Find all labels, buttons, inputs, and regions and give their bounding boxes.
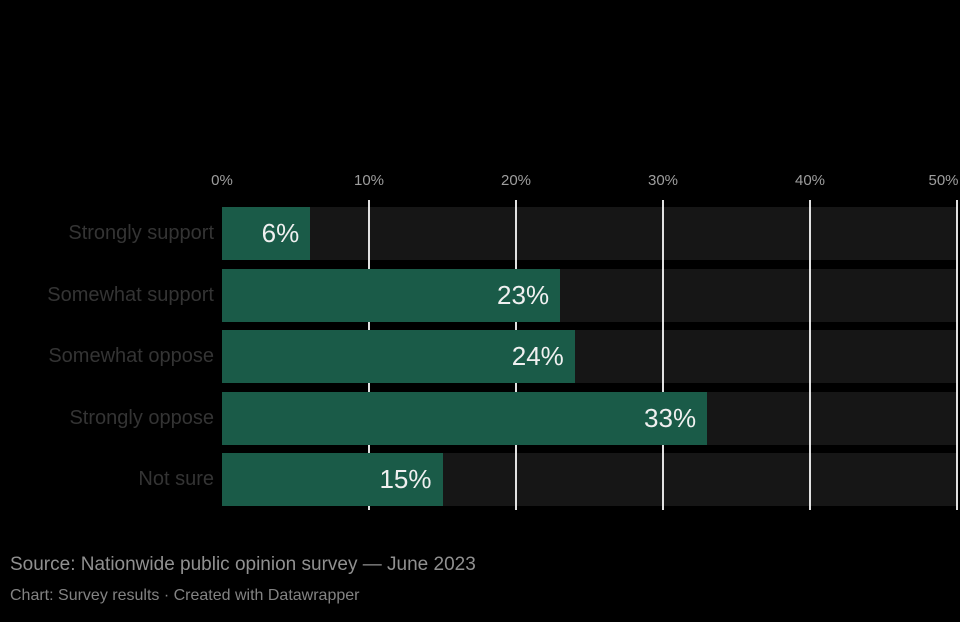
x-axis-tick-50: 50% xyxy=(928,172,959,189)
bar: 33% xyxy=(222,391,708,445)
x-axis-tick-30: 30% xyxy=(647,172,679,189)
bar: 24% xyxy=(222,330,575,383)
chart-footer: Source: Nationwide public opinion survey… xyxy=(10,554,710,605)
source-line: Source: Nationwide public opinion survey… xyxy=(10,554,476,575)
bar: 6% xyxy=(222,207,311,260)
x-axis: 0% 10% 20% 30% 40% 50% xyxy=(211,172,959,196)
bar-value-label: 33% xyxy=(644,402,697,433)
category-label: Somewhat support xyxy=(47,283,214,306)
bar-row: Strongly support 6% xyxy=(0,207,960,260)
category-label: Strongly support xyxy=(68,222,214,244)
bar-row: Somewhat support 23% xyxy=(0,268,960,322)
x-axis-tick-40: 40% xyxy=(794,172,826,189)
x-axis-tick-0: 0% xyxy=(211,172,233,189)
bar-row: Strongly oppose 33% xyxy=(0,391,960,445)
bar-value-label: 24% xyxy=(511,341,564,371)
bar-rows: Strongly support 6% Somewhat support 23%… xyxy=(0,200,960,506)
bar-value-label: 15% xyxy=(379,464,432,494)
bar: 23% xyxy=(222,268,561,322)
bar-value-label: 23% xyxy=(497,279,550,310)
bar-track: 15% xyxy=(222,453,957,506)
byline-line: Chart: Survey results · Created with Dat… xyxy=(10,587,360,604)
bar-value-label: 6% xyxy=(261,218,300,248)
category-label: Strongly oppose xyxy=(69,406,214,429)
category-label: Somewhat oppose xyxy=(48,345,214,367)
bar-row: Somewhat oppose 24% xyxy=(0,330,960,383)
bar-row: Not sure 15% xyxy=(0,453,960,506)
bar-track: 24% xyxy=(222,330,957,383)
bar-track: 6% xyxy=(222,207,957,260)
bar-track: 23% xyxy=(222,268,957,322)
category-label: Not sure xyxy=(138,468,214,490)
bar: 15% xyxy=(222,453,443,506)
bar-track: 33% xyxy=(222,391,957,445)
x-axis-tick-10: 10% xyxy=(353,172,385,189)
x-axis-tick-20: 20% xyxy=(500,172,532,189)
